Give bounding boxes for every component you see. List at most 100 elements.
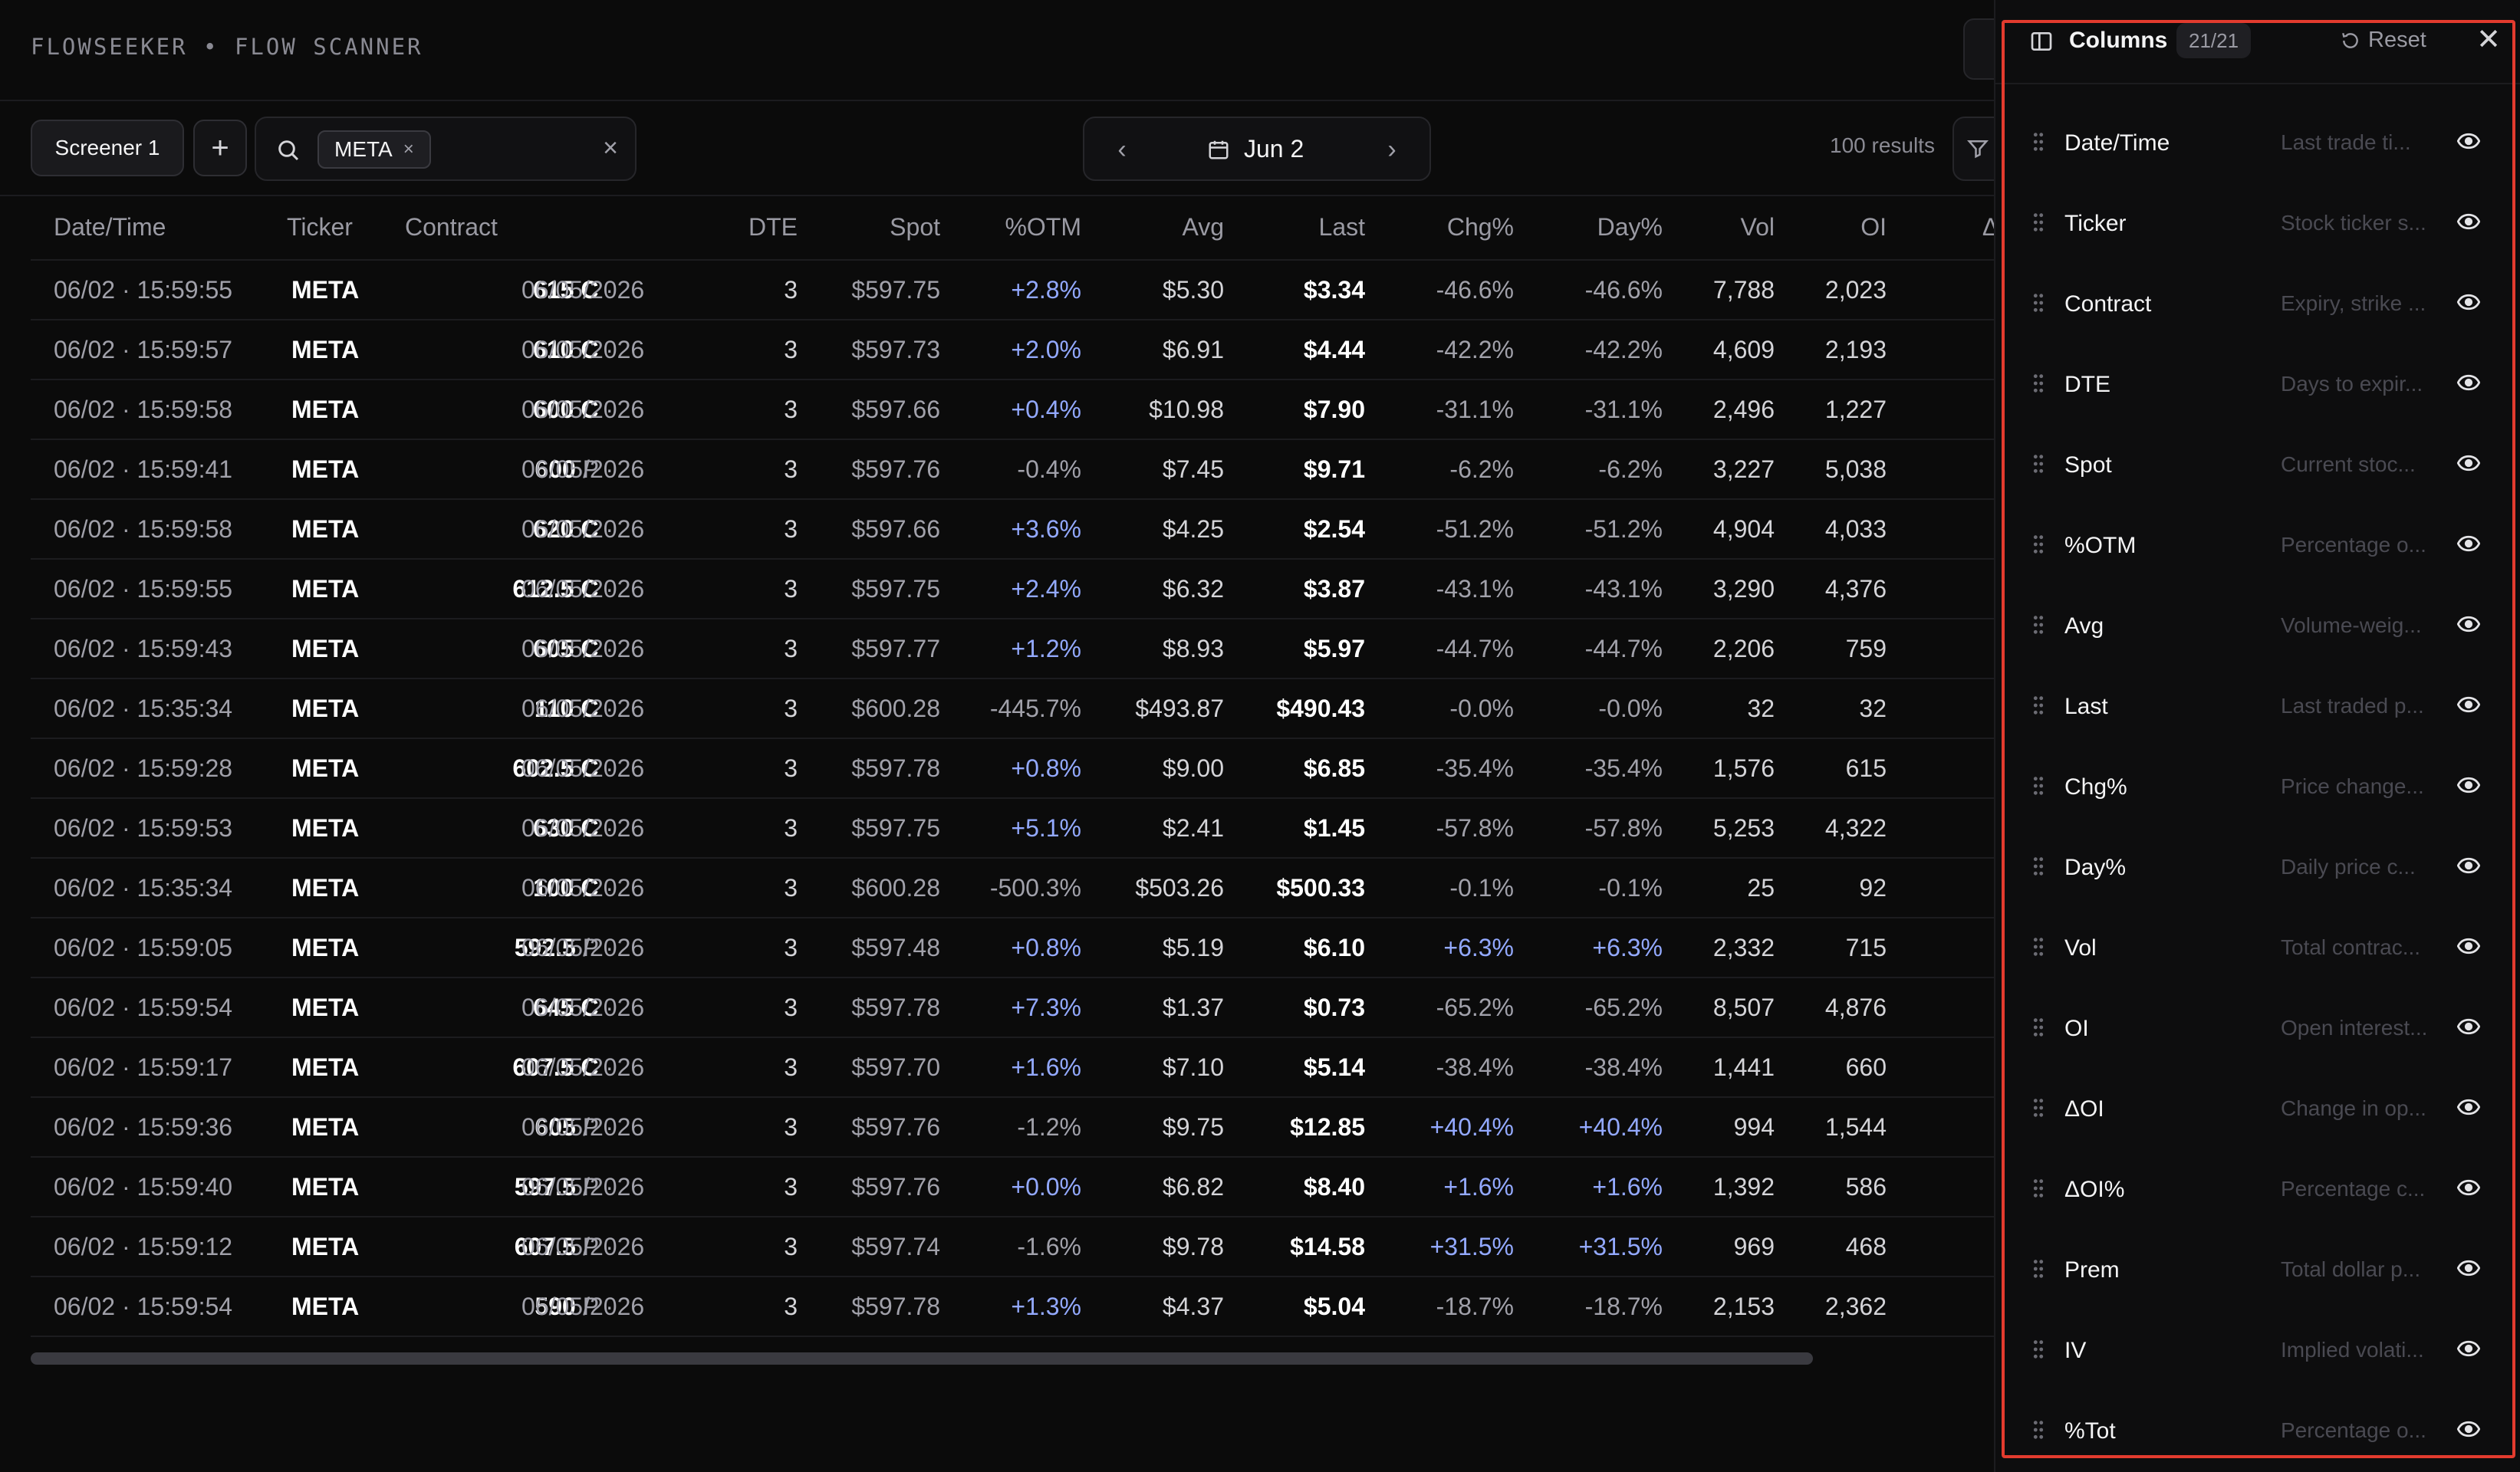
eye-icon[interactable] <box>2457 937 2480 955</box>
drag-handle-icon[interactable] <box>2032 212 2045 232</box>
eye-icon[interactable] <box>2457 856 2480 875</box>
add-screener-button[interactable]: + <box>193 120 247 176</box>
header-day[interactable]: Day% <box>1597 213 1663 241</box>
table-row[interactable]: 06/02 · 15:59:17 META 607.5 C · 06/05/2026 3… <box>31 1038 1994 1098</box>
table-row[interactable]: 06/02 · 15:35:34 META 110 C · 06/05/2026 3 $6… <box>31 679 1994 739</box>
drag-handle-icon[interactable] <box>2032 856 2045 876</box>
eye-icon[interactable] <box>2457 293 2480 311</box>
drag-handle-icon[interactable] <box>2032 1098 2045 1118</box>
eye-icon[interactable] <box>2457 1420 2480 1438</box>
eye-icon[interactable] <box>2457 132 2480 150</box>
column-item[interactable]: Contract Expiry, strike ... <box>1995 262 2520 343</box>
table-row[interactable]: 06/02 · 15:59:28 META 602.5 C · 06/05/2026 3… <box>31 739 1994 799</box>
table-row[interactable]: 06/02 · 15:59:55 META 612.5 C · 06/05/2026 3… <box>31 560 1994 619</box>
drag-handle-icon[interactable] <box>2032 1420 2045 1440</box>
ticker-search-input[interactable]: META × × <box>255 117 637 181</box>
table-row[interactable]: 06/02 · 15:35:34 META 100 C · 06/05/2026 3 $6… <box>31 859 1994 918</box>
separator-dot: · <box>598 1053 614 1081</box>
drag-handle-icon[interactable] <box>2032 293 2045 313</box>
eye-icon[interactable] <box>2457 212 2480 231</box>
horizontal-scrollbar[interactable] <box>31 1352 1994 1365</box>
eye-icon[interactable] <box>2457 1098 2480 1116</box>
chevron-right-icon[interactable]: › <box>1387 134 1397 164</box>
table-row[interactable]: 06/02 · 15:59:05 META 592.5 P · 06/05/2026 3… <box>31 918 1994 978</box>
column-item[interactable]: %OTM Percentage o... <box>1995 504 2520 584</box>
column-item[interactable]: Day% Daily price c... <box>1995 826 2520 906</box>
tab-screener-1[interactable]: Screener 1 <box>31 120 184 176</box>
drag-handle-icon[interactable] <box>2032 534 2045 554</box>
header-spot[interactable]: Spot <box>890 213 940 241</box>
header-vol[interactable]: Vol <box>1740 213 1775 241</box>
eye-icon[interactable] <box>2457 1017 2480 1036</box>
cell-day: -38.4% <box>1584 1053 1663 1081</box>
table-row[interactable]: 06/02 · 15:59:58 META 600 C · 06/05/2026 3 $5… <box>31 380 1994 440</box>
cell-strike: 600 <box>533 396 574 423</box>
header-chg[interactable]: Chg% <box>1446 213 1514 241</box>
column-description: Percentage o... <box>2281 533 2426 557</box>
column-item[interactable]: Vol Total contrac... <box>1995 906 2520 987</box>
eye-icon[interactable] <box>2457 1178 2480 1197</box>
eye-icon[interactable] <box>2457 1339 2480 1358</box>
eye-icon[interactable] <box>2457 615 2480 633</box>
drag-handle-icon[interactable] <box>2032 132 2045 152</box>
clear-search-icon[interactable]: × <box>603 133 618 163</box>
column-item[interactable]: OI Open interest... <box>1995 987 2520 1067</box>
chip-remove-icon[interactable]: × <box>403 139 414 159</box>
header-datetime[interactable]: Date/Time <box>54 213 166 241</box>
eye-icon[interactable] <box>2457 534 2480 553</box>
column-item[interactable]: Avg Volume-weig... <box>1995 584 2520 665</box>
close-icon[interactable]: ✕ <box>2476 23 2501 56</box>
column-item[interactable]: ΔOI Change in op... <box>1995 1067 2520 1148</box>
chevron-left-icon[interactable]: ‹ <box>1117 134 1127 164</box>
header-last[interactable]: Last <box>1318 213 1365 241</box>
table-row[interactable]: 06/02 · 15:59:55 META 615 C · 06/05/2026 3 $5… <box>31 261 1994 320</box>
drag-handle-icon[interactable] <box>2032 373 2045 393</box>
header-oi[interactable]: OI <box>1860 213 1887 241</box>
drag-handle-icon[interactable] <box>2032 1259 2045 1279</box>
scrollbar-thumb[interactable] <box>31 1352 1813 1365</box>
column-item[interactable]: Chg% Price change... <box>1995 745 2520 826</box>
reset-button[interactable]: Reset <box>2341 28 2426 53</box>
drag-handle-icon[interactable] <box>2032 937 2045 957</box>
header-dte[interactable]: DTE <box>748 213 798 241</box>
drag-handle-icon[interactable] <box>2032 1178 2045 1198</box>
eye-icon[interactable] <box>2457 776 2480 794</box>
header-avg[interactable]: Avg <box>1182 213 1224 241</box>
column-item[interactable]: Ticker Stock ticker s... <box>1995 182 2520 262</box>
table-row[interactable]: 06/02 · 15:59:40 META 597.5 P · 06/05/2026 3… <box>31 1158 1994 1217</box>
selected-date[interactable]: Jun 2 <box>1244 135 1304 163</box>
table-row[interactable]: 06/02 · 15:59:58 META 620 C · 06/05/2026 3 $5… <box>31 500 1994 560</box>
drag-handle-icon[interactable] <box>2032 695 2045 715</box>
column-item[interactable]: %Tot Percentage o... <box>1995 1389 2520 1470</box>
table-row[interactable]: 06/02 · 15:59:54 META 645 C · 06/05/2026 3 $5… <box>31 978 1994 1038</box>
table-row[interactable]: 06/02 · 15:59:57 META 610 C · 06/05/2026 3 $5… <box>31 320 1994 380</box>
table-row[interactable]: 06/02 · 15:59:12 META 607.5 P · 06/05/2026 3… <box>31 1217 1994 1277</box>
header-doi[interactable]: ΔOI <box>1982 213 1994 241</box>
drag-handle-icon[interactable] <box>2032 1017 2045 1037</box>
header-ticker[interactable]: Ticker <box>287 213 353 241</box>
column-item[interactable]: Spot Current stoc... <box>1995 423 2520 504</box>
header-otm[interactable]: %OTM <box>1005 213 1081 241</box>
drag-handle-icon[interactable] <box>2032 776 2045 796</box>
drag-handle-icon[interactable] <box>2032 1339 2045 1359</box>
eye-icon[interactable] <box>2457 454 2480 472</box>
table-row[interactable]: 06/02 · 15:59:41 META 600 P · 06/05/2026 3 $5… <box>31 440 1994 500</box>
column-item[interactable]: Date/Time Last trade ti... <box>1995 101 2520 182</box>
drag-handle-icon[interactable] <box>2032 615 2045 635</box>
column-item[interactable]: ΔOI% Percentage c... <box>1995 1148 2520 1228</box>
eye-icon[interactable] <box>2457 1259 2480 1277</box>
eye-icon[interactable] <box>2457 695 2480 714</box>
separator-dot: · <box>598 1293 614 1320</box>
table-row[interactable]: 06/02 · 15:59:54 META 590 P · 06/05/2026 3 $5… <box>31 1277 1994 1337</box>
column-item[interactable]: Last Last traded p... <box>1995 665 2520 745</box>
table-row[interactable]: 06/02 · 15:59:53 META 630 C · 06/05/2026 3 $5… <box>31 799 1994 859</box>
cell-spot: $600.28 <box>851 695 940 722</box>
eye-icon[interactable] <box>2457 373 2480 392</box>
column-item[interactable]: Prem Total dollar p... <box>1995 1228 2520 1309</box>
drag-handle-icon[interactable] <box>2032 454 2045 474</box>
header-contract[interactable]: Contract <box>405 213 498 241</box>
column-item[interactable]: DTE Days to expir... <box>1995 343 2520 423</box>
table-row[interactable]: 06/02 · 15:59:36 META 605 P · 06/05/2026 3 $5… <box>31 1098 1994 1158</box>
column-item[interactable]: IV Implied volati... <box>1995 1309 2520 1389</box>
table-row[interactable]: 06/02 · 15:59:43 META 605 C · 06/05/2026 3 $5… <box>31 619 1994 679</box>
